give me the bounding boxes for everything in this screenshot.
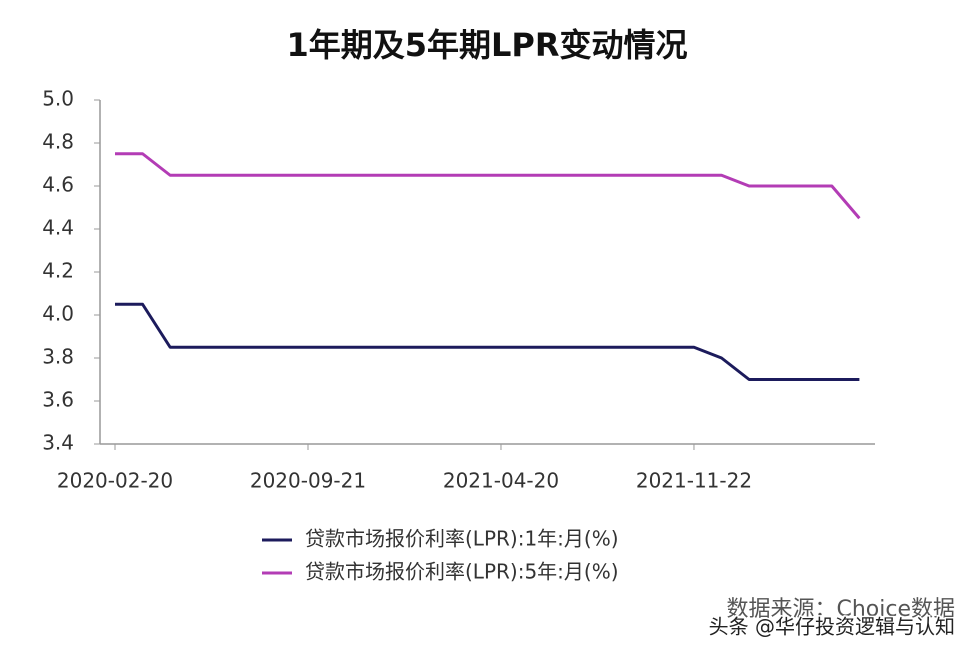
series-line xyxy=(115,152,861,220)
y-tick-label: 3.6 xyxy=(42,388,74,412)
y-tick-label: 4.4 xyxy=(42,216,74,240)
y-tick-label: 4.0 xyxy=(42,302,74,326)
source: 数据来源：Choice数据 xyxy=(726,597,955,622)
x-tick-label: 2021-04-20 xyxy=(443,469,559,493)
watermark: 头条 @华仔投资逻辑与认知 xyxy=(709,615,955,639)
x-tick-label: 2020-02-20 xyxy=(57,469,173,493)
legend-label: 贷款市场报价利率(LPR):1年:月(%) xyxy=(305,527,619,551)
y-tick-label: 5.0 xyxy=(42,87,74,111)
y-tick-label: 3.4 xyxy=(42,431,74,455)
y-tick-label: 4.6 xyxy=(42,173,74,197)
series-line xyxy=(115,302,860,381)
legend-label: 贷款市场报价利率(LPR):5年:月(%) xyxy=(305,560,619,584)
x-tick-label: 2020-09-21 xyxy=(250,469,366,493)
chart-title: 1年期及5年期LPR变动情况 xyxy=(286,26,687,64)
y-tick-label: 4.8 xyxy=(42,130,74,154)
y-tick-label: 4.2 xyxy=(42,259,74,283)
x-tick-label: 2021-11-22 xyxy=(636,469,752,493)
y-tick-label: 3.8 xyxy=(42,345,74,369)
